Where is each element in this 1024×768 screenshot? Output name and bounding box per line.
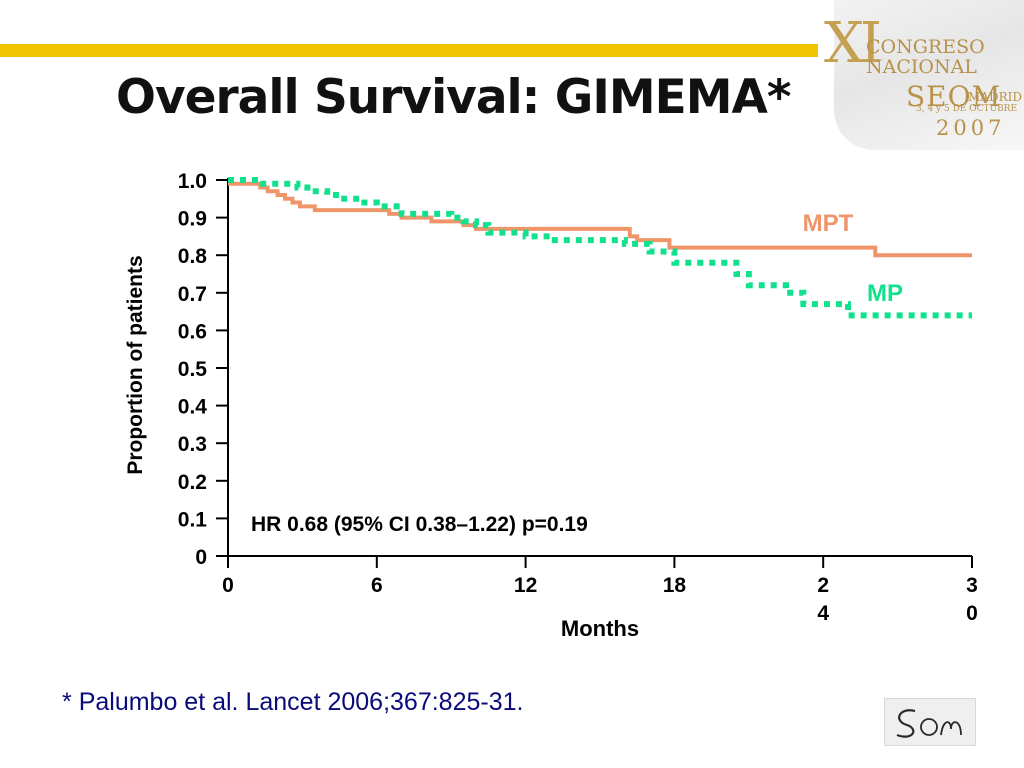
congress-logo-line4: MADRID	[968, 90, 1022, 104]
y-tick-label: 0	[195, 546, 207, 569]
chart-labels: 0 0.1 0.2 0.3 0.4 0.5 0.6 0.7 0.8 0.9 1.0 0 6 12 18 2 4 3…	[124, 170, 978, 641]
series-label-mpt: MPT	[803, 210, 854, 237]
congress-logo-numeral: XI	[824, 11, 882, 76]
chart-series	[228, 177, 972, 319]
x-tick-label: 12	[514, 574, 537, 597]
series-line-mp	[228, 177, 972, 319]
y-tick-label: 0.8	[178, 245, 208, 268]
slide-title: Overall Survival: GIMEMA*	[116, 70, 791, 125]
y-tick-label: 0.7	[178, 283, 207, 306]
y-tick-label: 0.6	[178, 320, 207, 343]
x-tick-label: 6	[371, 574, 383, 597]
y-tick-label: 0.4	[178, 396, 208, 419]
seom-logo-text: SEOM	[921, 738, 939, 745]
series-label-mp: MP	[867, 280, 903, 307]
congress-logo-line6: 2007	[936, 116, 1006, 140]
x-tick-label: 0	[222, 574, 234, 597]
seom-logo-mark: SEOM	[896, 709, 962, 745]
hazard-ratio-annotation: HR 0.68 (95% CI 0.38–1.22) p=0.19	[251, 513, 588, 536]
congress-logo: XI CONGRESO NACIONAL SEOM MADRID 3, 4 y …	[820, 0, 1024, 150]
y-tick-label: 0.9	[178, 208, 207, 231]
congress-logo-line2: NACIONAL	[866, 56, 977, 78]
footnote-text: Palumbo et al. Lancet 2006;367:825-31.	[78, 688, 524, 716]
series-line-mpt	[228, 181, 972, 258]
y-tick-label: 1.0	[178, 170, 207, 193]
y-tick-label: 0.2	[178, 471, 207, 494]
y-tick-label: 0.3	[178, 433, 207, 456]
title-accent-bar	[0, 44, 818, 57]
congress-logo-line5: 3, 4 y 5 DE OCTUBRE	[916, 104, 1018, 114]
chart-axes	[216, 178, 973, 568]
congress-logo-line1: CONGRESO	[866, 36, 985, 58]
footnote: * Palumbo et al. Lancet 2006;367:825-31.	[62, 688, 523, 717]
y-tick-label: 0.1	[178, 508, 208, 531]
y-tick-label: 0.5	[178, 358, 208, 381]
congress-logo-line3: SEOM	[906, 80, 1002, 113]
seom-logo: SEOM	[884, 698, 976, 746]
x-axis-label: Months	[561, 616, 639, 641]
x-tick-label: 18	[663, 574, 687, 597]
footnote-mark: *	[62, 688, 72, 716]
y-axis-label: Proportion of patients	[124, 255, 147, 474]
congress-logo-background	[834, 0, 1024, 150]
